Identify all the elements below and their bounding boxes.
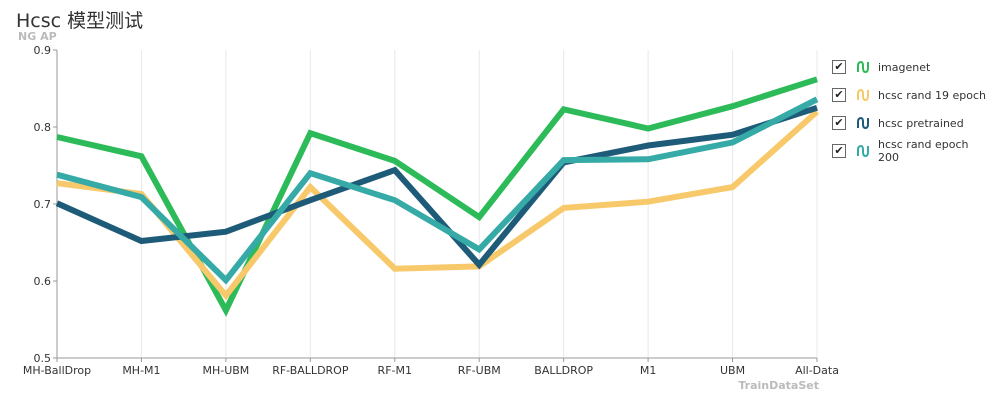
x-tick-label: All-Data (795, 364, 839, 377)
legend-swatch-icon (856, 61, 870, 73)
legend-swatch-icon (856, 89, 870, 101)
x-tick-label: UBM (720, 364, 745, 377)
y-tick-label: 0.9 (34, 44, 52, 57)
legend-swatch-icon (856, 117, 870, 129)
y-tick-label: 0.6 (34, 275, 52, 288)
legend-checkbox-icon[interactable]: ✔ (832, 88, 846, 102)
series-line-hcsc-rand-epoch-200 (56, 96, 819, 285)
x-tick-label: MH-UBM (202, 364, 249, 377)
legend-checkbox-icon[interactable]: ✔ (832, 116, 846, 130)
y-tick-label: 0.8 (34, 121, 52, 134)
x-tick-label: RF-UBM (458, 364, 501, 377)
x-tick-label: MH-BallDrop (23, 364, 91, 377)
x-tick-label: RF-M1 (378, 364, 412, 377)
x-tick-label: M1 (640, 364, 657, 377)
chart-title: Hcsc 模型测试 (16, 10, 144, 32)
y-tick-label: 0.7 (34, 198, 52, 211)
legend: ✔ imagenet ✔ hcsc rand 19 epoch ✔ hcsc p… (832, 53, 992, 165)
legend-item-hcsc-rand-epoch-200[interactable]: ✔ hcsc rand epoch 200 (832, 137, 992, 165)
y-axis-label: NG AP (18, 30, 57, 43)
legend-label: hcsc rand epoch 200 (878, 138, 969, 164)
legend-item-imagenet[interactable]: ✔ imagenet (832, 53, 992, 81)
x-tick-label: BALLDROP (534, 364, 593, 377)
legend-label: hcsc rand 19 epoch (878, 88, 987, 102)
legend-item-hcsc-pretrained[interactable]: ✔ hcsc pretrained (832, 109, 992, 137)
x-tick-label: RF-BALLDROP (272, 364, 349, 377)
x-tick-label: MH-M1 (122, 364, 160, 377)
legend-item-hcsc-rand-19-epoch[interactable]: ✔ hcsc rand 19 epoch (832, 81, 992, 109)
y-tick-label: 0.5 (34, 352, 52, 365)
legend-checkbox-icon[interactable]: ✔ (832, 144, 846, 158)
legend-label: imagenet (878, 60, 931, 74)
legend-swatch-icon (856, 145, 870, 157)
x-axis-label: TrainDataSet (738, 379, 819, 392)
legend-label: hcsc pretrained (878, 116, 964, 130)
series-line-hcsc-rand-19-epoch (56, 109, 820, 301)
legend-checkbox-icon[interactable]: ✔ (832, 60, 846, 74)
series-line-imagenet (56, 76, 818, 317)
